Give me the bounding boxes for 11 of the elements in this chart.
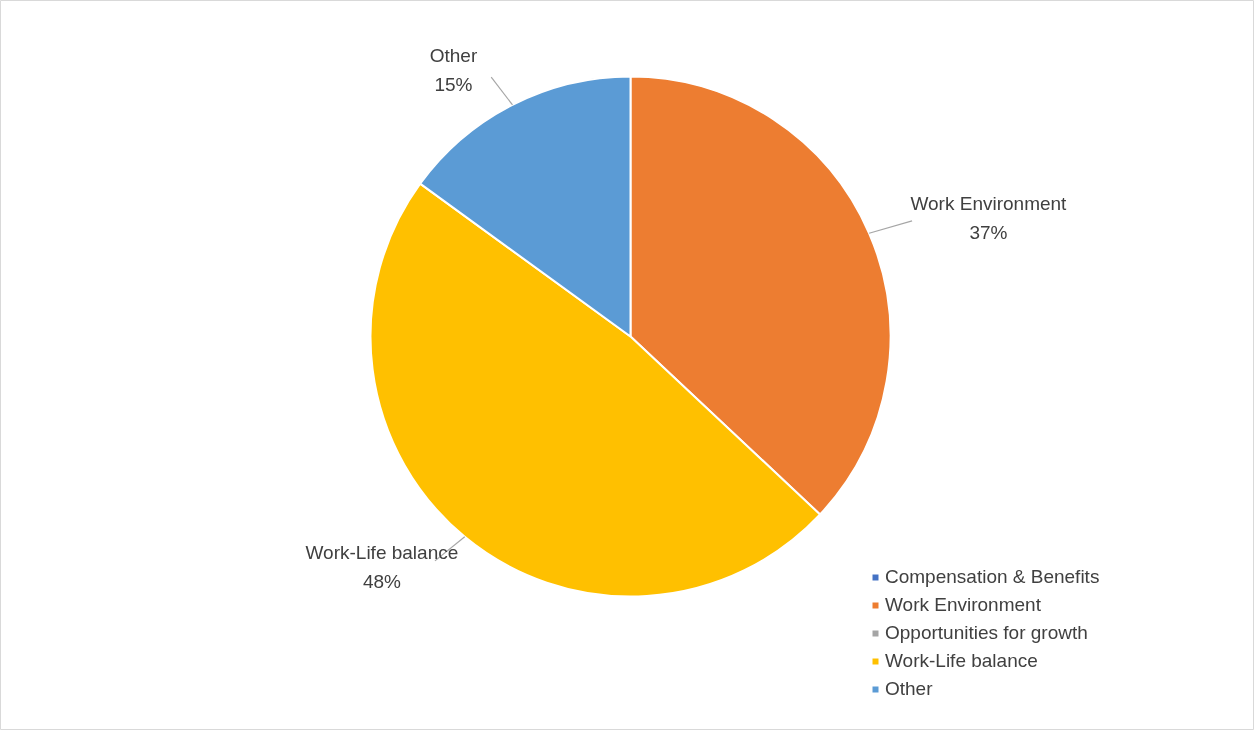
- legend-label: Work-Life balance: [885, 650, 1038, 672]
- data-label: 15%: [434, 74, 473, 96]
- legend-label: Compensation & Benefits: [885, 566, 1100, 588]
- data-label: 48%: [362, 571, 402, 593]
- data-label: 37%: [969, 221, 1008, 243]
- legend-label: Other: [885, 678, 933, 700]
- legend-label: Work Environment: [885, 594, 1041, 616]
- slice-label: Other: [429, 44, 478, 66]
- slice-label: Work-Life balance: [305, 541, 459, 563]
- legend-label: Opportunities for growth: [885, 622, 1088, 644]
- slice-label: Work Environment: [910, 192, 1068, 214]
